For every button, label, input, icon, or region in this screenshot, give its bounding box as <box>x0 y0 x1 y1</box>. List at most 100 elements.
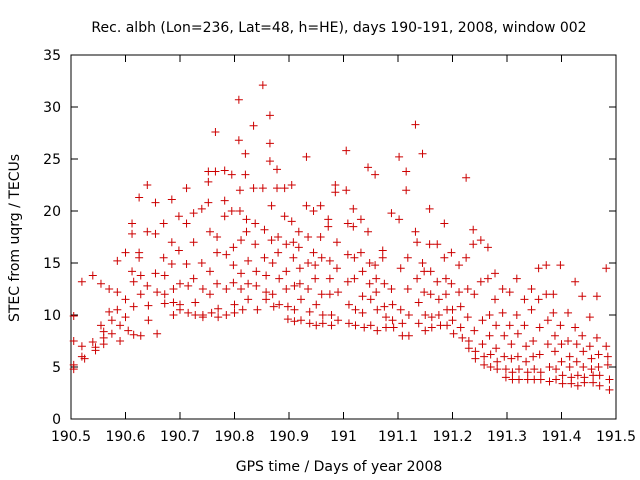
data-point <box>318 311 327 319</box>
data-point <box>174 212 183 221</box>
data-point <box>565 352 574 361</box>
data-point <box>169 298 178 307</box>
data-point <box>229 261 238 270</box>
data-point <box>455 288 464 297</box>
data-point <box>366 321 375 330</box>
y-tick-label: 5 <box>52 360 61 376</box>
data-point <box>124 326 133 335</box>
data-point <box>287 181 296 189</box>
data-point <box>159 253 168 262</box>
data-point <box>128 229 137 238</box>
data-point <box>238 305 247 314</box>
data-point <box>258 81 267 90</box>
data-point <box>387 209 396 218</box>
data-point <box>318 319 327 328</box>
data-point <box>571 323 580 332</box>
data-point <box>176 279 184 288</box>
data-point <box>492 344 501 353</box>
data-point <box>403 253 412 262</box>
data-point <box>344 319 353 328</box>
data-point <box>143 227 152 236</box>
data-point <box>485 311 494 319</box>
data-point <box>492 321 501 330</box>
data-point <box>552 365 561 374</box>
data-point <box>545 363 554 371</box>
data-point <box>262 295 271 304</box>
data-point <box>433 240 442 249</box>
data-point <box>253 305 262 314</box>
y-tick-label: 20 <box>43 204 61 220</box>
data-point <box>448 316 457 325</box>
data-point <box>242 215 251 224</box>
data-point <box>396 305 405 314</box>
data-point <box>595 381 604 390</box>
data-point <box>282 285 291 293</box>
data-point <box>234 95 243 104</box>
data-point <box>434 311 443 319</box>
data-point <box>274 248 283 257</box>
data-point <box>530 365 539 374</box>
data-point <box>237 285 246 293</box>
data-point <box>579 363 588 371</box>
data-point <box>129 330 138 339</box>
data-point <box>241 149 250 158</box>
data-point <box>458 333 467 342</box>
data-point <box>211 167 220 176</box>
y-tick-label: 35 <box>43 48 61 64</box>
data-point <box>222 250 231 259</box>
data-point <box>343 219 352 228</box>
data-point <box>388 316 397 325</box>
data-point <box>182 184 191 193</box>
data-point <box>498 285 507 293</box>
data-point <box>311 261 320 270</box>
data-point <box>536 375 545 384</box>
data-point <box>572 340 581 349</box>
data-point <box>99 340 108 349</box>
data-point <box>378 246 387 255</box>
data-point <box>573 371 582 380</box>
data-point <box>464 344 473 353</box>
x-tick-label: 190.8 <box>214 429 254 445</box>
data-point <box>77 342 86 351</box>
data-point <box>283 302 292 311</box>
data-point <box>121 295 130 304</box>
data-point <box>413 274 422 283</box>
x-tick-label: 190.7 <box>160 429 200 445</box>
data-point <box>229 243 238 252</box>
data-point <box>440 219 449 228</box>
x-axis-ticks: 190.5 190.6 190.7 190.8 190.9 191 191.1 191.2 19… <box>51 55 636 445</box>
data-point <box>262 288 271 297</box>
data-point <box>332 238 341 247</box>
data-point <box>153 329 162 338</box>
data-point <box>414 298 423 307</box>
data-point <box>373 326 382 335</box>
data-point <box>572 357 581 366</box>
data-point <box>514 375 523 384</box>
data-point <box>464 337 473 345</box>
y-tick-label: 15 <box>43 256 61 272</box>
data-point <box>235 186 244 195</box>
data-point <box>107 316 116 325</box>
data-point <box>382 323 391 332</box>
data-point <box>244 256 253 265</box>
data-point <box>331 181 340 189</box>
data-point <box>260 253 269 262</box>
data-point <box>426 290 435 299</box>
x-axis-label: GPS time / Days of year 2008 <box>236 459 443 475</box>
data-point <box>213 233 222 241</box>
data-point <box>275 300 284 309</box>
data-point <box>507 354 516 363</box>
data-point <box>289 238 298 247</box>
data-point <box>508 368 517 377</box>
data-point <box>456 302 465 311</box>
data-point <box>96 321 105 330</box>
data-point <box>69 312 78 321</box>
data-point <box>373 305 382 314</box>
data-point <box>513 329 522 338</box>
data-point <box>311 274 320 283</box>
data-point <box>505 288 514 297</box>
data-point <box>207 308 216 317</box>
data-point <box>447 279 456 288</box>
data-point <box>304 259 313 267</box>
data-point <box>520 321 529 330</box>
